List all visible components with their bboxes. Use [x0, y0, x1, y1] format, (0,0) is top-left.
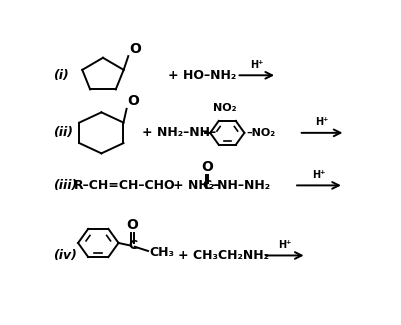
- Text: + NH₂–: + NH₂–: [173, 179, 220, 192]
- Text: O: O: [129, 42, 141, 56]
- Text: (i): (i): [53, 69, 69, 82]
- Text: –NH–NH₂: –NH–NH₂: [211, 179, 270, 192]
- Text: H⁺: H⁺: [312, 170, 326, 180]
- Text: H⁺: H⁺: [250, 60, 263, 70]
- Text: O: O: [127, 94, 139, 108]
- Text: + HO–NH₂: + HO–NH₂: [168, 69, 237, 82]
- Text: + CH₃CH₂NH₂: + CH₃CH₂NH₂: [178, 249, 269, 262]
- Text: + NH₂–NH–: + NH₂–NH–: [142, 126, 216, 139]
- Text: –NO₂: –NO₂: [246, 128, 275, 138]
- Text: CH₃: CH₃: [150, 246, 174, 259]
- Text: R–CH=CH–CHO: R–CH=CH–CHO: [73, 179, 175, 192]
- Text: (iv): (iv): [53, 249, 77, 262]
- Text: (iii): (iii): [53, 179, 77, 192]
- Text: H⁺: H⁺: [315, 117, 329, 127]
- Text: NO₂: NO₂: [213, 103, 237, 113]
- Text: (ii): (ii): [53, 126, 73, 139]
- Text: C: C: [203, 179, 212, 192]
- Text: O: O: [127, 218, 138, 232]
- Text: C: C: [128, 239, 137, 252]
- Text: O: O: [201, 160, 213, 174]
- Text: H⁺: H⁺: [278, 240, 292, 250]
